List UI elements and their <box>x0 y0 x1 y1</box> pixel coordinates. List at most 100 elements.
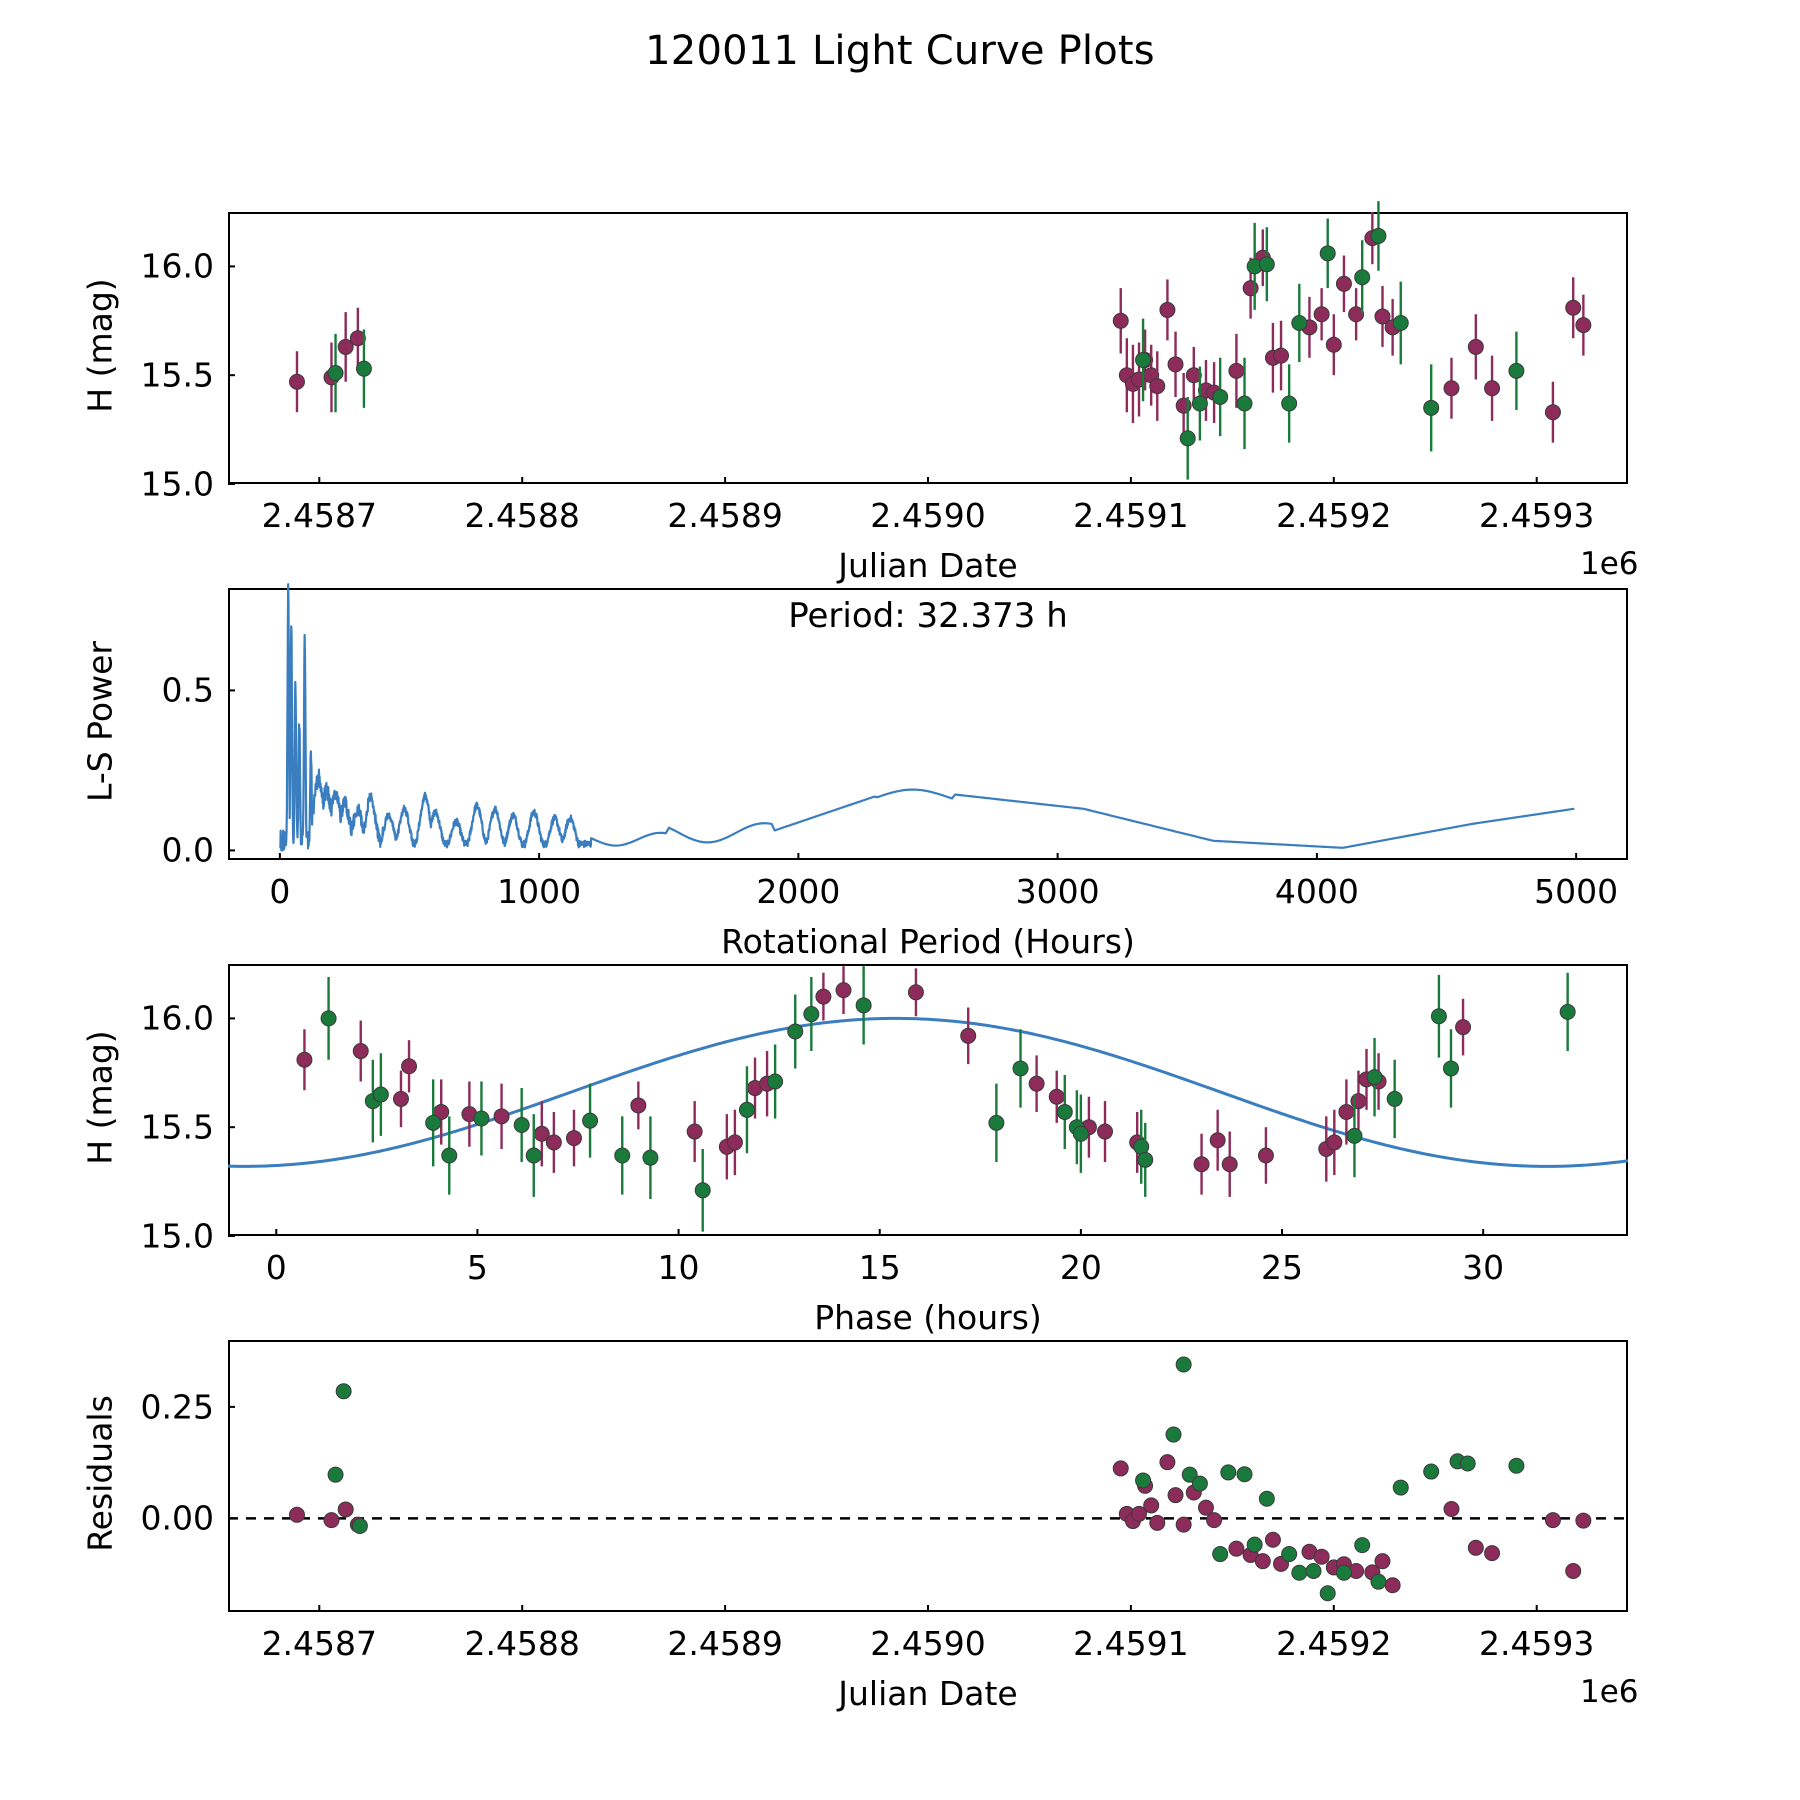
data-point <box>1135 351 1152 368</box>
data-point <box>1508 1457 1525 1474</box>
data-point <box>1544 1512 1561 1529</box>
series-survey_a <box>296 966 1472 1197</box>
panel-phasefold-xtick-label: 30 <box>1462 1248 1505 1287</box>
data-point <box>1254 1553 1271 1570</box>
data-point <box>1028 1075 1045 1092</box>
panel-residuals-ytick-label: 0.00 <box>140 1498 214 1538</box>
data-point <box>1443 380 1460 397</box>
panel-lightcurve-offset-text: 1e6 <box>1580 546 1639 582</box>
data-point <box>335 1383 352 1400</box>
data-point <box>1264 1531 1281 1548</box>
data-point <box>1430 1008 1447 1025</box>
panel-phasefold-xtick-label: 15 <box>858 1248 901 1287</box>
data-point <box>1313 1548 1330 1565</box>
panel-periodogram-xtick-label: 5000 <box>1534 872 1619 911</box>
data-point <box>337 1501 354 1518</box>
panel-lightcurve-xtick-label: 2.4589 <box>667 496 783 535</box>
data-point <box>1185 367 1202 384</box>
panel-residuals-xtick-label: 2.4587 <box>261 1624 378 1663</box>
panel-periodogram-plot <box>228 583 1578 860</box>
data-point <box>1228 362 1245 379</box>
panel-periodogram-xtick-label: 2000 <box>756 872 841 911</box>
data-point <box>372 1086 389 1103</box>
data-point <box>1467 1539 1484 1556</box>
data-point <box>1206 1512 1223 1529</box>
series-survey_b <box>327 201 1525 480</box>
data-point <box>907 984 924 1001</box>
data-point <box>1348 306 1365 323</box>
panel-residuals-xtick-label: 2.4591 <box>1073 1624 1189 1663</box>
data-point <box>855 997 872 1014</box>
data-point <box>1291 314 1308 331</box>
data-point <box>545 1134 562 1151</box>
data-point <box>351 1517 368 1534</box>
data-point <box>1112 1460 1129 1477</box>
panel-lightcurve-xtick-label: 2.4590 <box>870 496 986 535</box>
panel-lightcurve-xtick-label: 2.4587 <box>261 496 378 535</box>
data-point <box>1257 1147 1274 1164</box>
data-point <box>1484 380 1501 397</box>
data-point <box>1159 1454 1176 1471</box>
data-point <box>320 1010 337 1027</box>
data-point <box>1326 1134 1343 1151</box>
panel-lightcurve-xtick-label: 2.4588 <box>464 496 580 535</box>
data-point <box>1565 1562 1582 1579</box>
data-point <box>392 1090 409 1107</box>
panel-residuals-xtick-label: 2.4590 <box>870 1624 986 1663</box>
periodogram-line <box>279 583 1575 852</box>
panel-phasefold: 0 5 10 15 20 25 30 15.0 15.5 16.0 H (mag) Phase (ho… <box>81 964 1629 1337</box>
panel-phasefold-ytick-label: 15.5 <box>140 1107 214 1147</box>
panel-residuals-ylabel: Residuals <box>80 1395 120 1552</box>
data-point <box>1335 275 1352 292</box>
data-point <box>1319 245 1336 262</box>
data-point <box>642 1149 659 1166</box>
panel-residuals-xtick-label: 2.4589 <box>667 1624 783 1663</box>
data-point <box>1012 1060 1029 1077</box>
data-point <box>1374 1553 1391 1570</box>
panel-lightcurve-frame <box>228 212 1628 484</box>
data-point <box>1354 1537 1371 1554</box>
data-point <box>1508 362 1525 379</box>
data-point <box>1423 399 1440 416</box>
data-point <box>1221 1156 1238 1173</box>
data-point <box>1175 1356 1192 1373</box>
data-point <box>1423 1463 1440 1480</box>
data-point <box>1392 1479 1409 1496</box>
panel-lightcurve-ylabel: H (mag) <box>80 278 120 413</box>
data-point <box>565 1130 582 1147</box>
data-point <box>1459 1455 1476 1472</box>
data-point <box>1135 1472 1152 1489</box>
data-point <box>803 1006 820 1023</box>
data-point <box>1291 1564 1308 1581</box>
data-point <box>1384 1577 1401 1594</box>
panel-lightcurve-xlabel: Julian Date <box>838 546 1018 585</box>
panel-lightcurve: 2.4587 2.4588 2.4589 2.4590 2.4591 2.4592 2.45… <box>81 201 1639 585</box>
data-point <box>352 1043 369 1060</box>
panel-residuals-frame <box>228 1340 1628 1612</box>
panel-phasefold-xtick-label: 25 <box>1261 1248 1304 1287</box>
data-point <box>1335 1564 1352 1581</box>
data-point <box>493 1108 510 1125</box>
data-point <box>1236 395 1253 412</box>
data-point <box>686 1123 703 1140</box>
data-point <box>1575 317 1592 334</box>
sinusoid-fit-line <box>227 1016 1629 1168</box>
data-point <box>1281 1546 1298 1563</box>
series-survey_b <box>320 966 1576 1232</box>
data-point <box>1149 1514 1166 1531</box>
data-point <box>288 373 305 390</box>
data-point <box>1575 1512 1592 1529</box>
data-point <box>1565 299 1582 316</box>
data-point <box>513 1117 530 1134</box>
data-point <box>1258 256 1275 273</box>
data-point <box>1165 1426 1182 1443</box>
data-point <box>337 338 354 355</box>
data-point <box>1544 404 1561 421</box>
data-point <box>960 1027 977 1044</box>
data-point <box>1220 1464 1237 1481</box>
data-point <box>425 1114 442 1131</box>
panel-lightcurve-ytick-label: 16.0 <box>140 246 214 286</box>
data-point <box>1167 1487 1184 1504</box>
panel-periodogram-ylabel: L-S Power <box>80 641 120 802</box>
